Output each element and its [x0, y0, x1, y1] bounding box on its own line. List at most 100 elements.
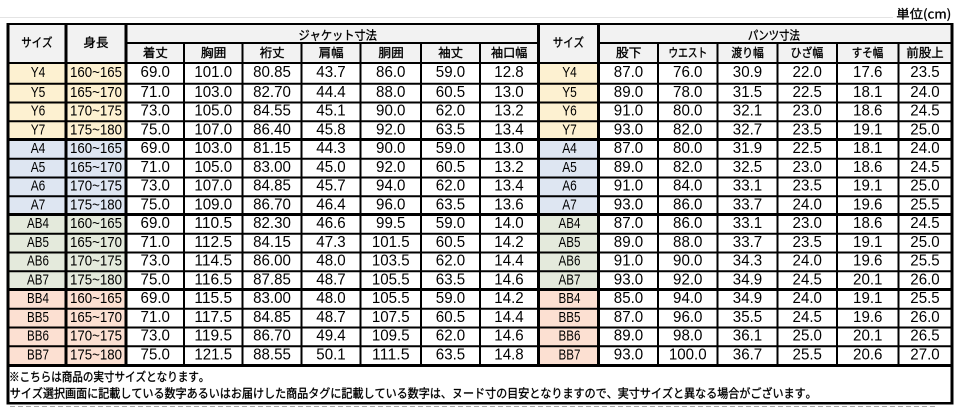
svg-text:103.0: 103.0	[194, 140, 232, 157]
svg-text:111.5: 111.5	[372, 346, 410, 363]
svg-text:A6: A6	[31, 178, 46, 195]
svg-text:105.0: 105.0	[194, 103, 232, 120]
svg-text:87.0: 87.0	[614, 215, 644, 232]
svg-text:32.5: 32.5	[733, 159, 762, 176]
svg-text:75.0: 75.0	[141, 346, 171, 363]
svg-text:18.1: 18.1	[853, 140, 882, 157]
svg-text:26.0: 26.0	[910, 271, 940, 288]
svg-text:69.0: 69.0	[141, 215, 171, 232]
svg-text:36.1: 36.1	[733, 328, 762, 345]
svg-text:20.6: 20.6	[853, 346, 882, 363]
svg-text:49.4: 49.4	[316, 328, 346, 345]
svg-text:86.0: 86.0	[376, 64, 406, 81]
svg-text:AB4: AB4	[27, 215, 49, 232]
svg-text:60.5: 60.5	[436, 84, 465, 101]
svg-text:94.0: 94.0	[673, 290, 703, 307]
svg-text:13.6: 13.6	[494, 196, 523, 213]
svg-text:33.7: 33.7	[733, 196, 762, 213]
svg-text:BB4: BB4	[27, 290, 49, 307]
svg-text:18.6: 18.6	[853, 215, 882, 232]
svg-text:81.15: 81.15	[253, 140, 291, 157]
svg-text:82.0: 82.0	[673, 121, 703, 138]
svg-text:75.0: 75.0	[141, 121, 171, 138]
svg-text:71.0: 71.0	[141, 84, 171, 101]
svg-text:86.00: 86.00	[253, 253, 291, 270]
svg-text:96.0: 96.0	[376, 196, 406, 213]
svg-text:32.7: 32.7	[733, 121, 762, 138]
svg-text:23.0: 23.0	[793, 159, 823, 176]
svg-text:14.2: 14.2	[494, 290, 523, 307]
svg-text:BB7: BB7	[27, 346, 49, 363]
svg-text:86.70: 86.70	[253, 196, 291, 213]
svg-text:34.3: 34.3	[733, 253, 762, 270]
svg-text:BB6: BB6	[27, 328, 49, 345]
svg-text:45.7: 45.7	[316, 178, 345, 195]
svg-text:35.5: 35.5	[733, 309, 762, 326]
svg-text:A6: A6	[562, 178, 577, 195]
svg-text:13.2: 13.2	[494, 103, 523, 120]
svg-text:62.0: 62.0	[436, 328, 466, 345]
svg-text:19.6: 19.6	[853, 253, 882, 270]
svg-text:82.30: 82.30	[253, 215, 291, 232]
svg-text:71.0: 71.0	[141, 234, 171, 251]
svg-text:69.0: 69.0	[141, 64, 171, 81]
svg-text:82.0: 82.0	[673, 159, 703, 176]
svg-text:19.6: 19.6	[853, 309, 882, 326]
svg-text:22.5: 22.5	[793, 140, 822, 157]
svg-text:165~170: 165~170	[70, 309, 122, 326]
svg-text:84.85: 84.85	[253, 309, 291, 326]
svg-text:107.0: 107.0	[194, 178, 232, 195]
svg-text:86.0: 86.0	[673, 215, 703, 232]
svg-text:20.1: 20.1	[853, 271, 882, 288]
svg-text:121.5: 121.5	[194, 346, 232, 363]
svg-text:AB4: AB4	[559, 215, 581, 232]
svg-text:AB7: AB7	[559, 271, 581, 288]
svg-text:23.5: 23.5	[793, 234, 822, 251]
svg-text:90.0: 90.0	[376, 140, 406, 157]
svg-text:13.2: 13.2	[494, 159, 523, 176]
svg-text:89.0: 89.0	[614, 159, 644, 176]
svg-text:59.0: 59.0	[436, 215, 466, 232]
svg-text:36.7: 36.7	[733, 346, 762, 363]
svg-text:107.0: 107.0	[194, 121, 232, 138]
svg-text:62.0: 62.0	[436, 178, 466, 195]
svg-text:24.0: 24.0	[793, 290, 823, 307]
svg-text:92.0: 92.0	[376, 159, 406, 176]
svg-text:13.4: 13.4	[494, 121, 524, 138]
svg-text:31.9: 31.9	[733, 140, 762, 157]
svg-text:25.5: 25.5	[910, 290, 939, 307]
svg-text:14.8: 14.8	[494, 346, 523, 363]
svg-text:A4: A4	[562, 140, 577, 157]
svg-text:46.4: 46.4	[316, 196, 346, 213]
svg-text:62.0: 62.0	[436, 253, 466, 270]
svg-text:14.4: 14.4	[494, 309, 524, 326]
svg-text:AB7: AB7	[27, 271, 49, 288]
svg-text:31.5: 31.5	[733, 84, 762, 101]
svg-text:87.0: 87.0	[614, 64, 644, 81]
svg-text:18.1: 18.1	[853, 84, 882, 101]
svg-text:84.0: 84.0	[673, 178, 703, 195]
svg-text:107.5: 107.5	[372, 309, 410, 326]
svg-text:Y5: Y5	[562, 84, 577, 101]
svg-text:165~170: 165~170	[70, 84, 122, 101]
svg-text:112.5: 112.5	[194, 234, 232, 251]
svg-text:160~165: 160~165	[70, 140, 122, 157]
svg-text:24.5: 24.5	[910, 159, 939, 176]
svg-text:89.0: 89.0	[614, 234, 644, 251]
svg-text:170~175: 170~175	[70, 103, 122, 120]
svg-text:25.5: 25.5	[910, 196, 939, 213]
svg-text:A7: A7	[562, 196, 577, 213]
svg-text:25.5: 25.5	[793, 346, 822, 363]
svg-text:115.5: 115.5	[194, 290, 232, 307]
svg-text:83.00: 83.00	[253, 290, 291, 307]
svg-text:60.5: 60.5	[436, 234, 465, 251]
svg-text:BB5: BB5	[559, 309, 581, 326]
svg-text:84.85: 84.85	[253, 178, 291, 195]
svg-text:43.7: 43.7	[316, 64, 345, 81]
svg-text:BB4: BB4	[559, 290, 581, 307]
svg-text:24.5: 24.5	[793, 271, 822, 288]
svg-text:63.5: 63.5	[436, 346, 465, 363]
svg-text:170~175: 170~175	[70, 178, 122, 195]
svg-text:80.0: 80.0	[673, 103, 703, 120]
svg-text:160~165: 160~165	[70, 64, 122, 81]
